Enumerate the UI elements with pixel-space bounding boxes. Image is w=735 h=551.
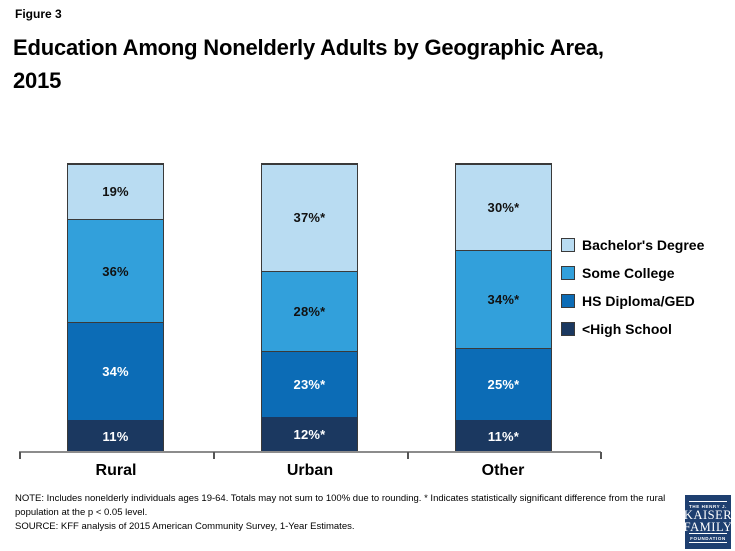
legend-label: <High School: [582, 321, 672, 337]
segment-value-label: 12%*: [293, 427, 326, 443]
segment-value-label: 36%: [102, 263, 129, 279]
legend-swatch-icon: [561, 294, 575, 308]
logo-family-text: FAMILY: [683, 519, 733, 534]
logo-rule: [689, 533, 727, 534]
segment-other-bachelor-s-degree: 30%*: [456, 164, 551, 251]
chart-legend: Bachelor's Degree Some College HS Diploma/…: [561, 237, 704, 337]
segment-rural-hs-diploma-ged: 34%: [68, 322, 163, 421]
segment-urban-bachelor-s-degree: 37%*: [262, 164, 357, 271]
x-axis-line: [19, 451, 601, 453]
segment-value-label: 28%*: [293, 303, 326, 319]
segment-value-label: 25%*: [487, 377, 520, 393]
segment-value-label: 11%*: [487, 428, 520, 444]
legend-swatch-icon: [561, 266, 575, 280]
legend-item-some-college: Some College: [561, 265, 704, 281]
logo-rule: [689, 501, 727, 502]
figure-label: Figure 3: [15, 7, 62, 21]
segment-urban-some-college: 28%*: [262, 270, 357, 352]
footer-notes: NOTE: Includes nonelderly individuals ag…: [15, 492, 681, 534]
segment-value-label: 30%*: [487, 200, 520, 216]
legend-label: HS Diploma/GED: [582, 293, 695, 309]
bar-rural: 11% 34% 36% 19%: [67, 163, 164, 453]
segment-urban-high-school: 12%*: [262, 417, 357, 452]
segment-other-high-school: 11%*: [456, 420, 551, 452]
legend-item-hs-diploma-ged: HS Diploma/GED: [561, 293, 704, 309]
segment-other-hs-diploma-ged: 25%*: [456, 348, 551, 421]
logo-top-text: THE HENRY J.: [689, 503, 727, 509]
x-axis-tick: [19, 452, 21, 459]
segment-value-label: 19%: [102, 184, 129, 200]
chart-title: Education Among Nonelderly Adults by Geo…: [13, 31, 728, 97]
legend-item-bachelor-s-degree: Bachelor's Degree: [561, 237, 704, 253]
legend-item-high-school: <High School: [561, 321, 704, 337]
kff-foundation-logo: THE HENRY J. KAISER FAMILY FOUNDATION: [683, 495, 733, 549]
segment-value-label: 11%: [102, 428, 129, 444]
category-label-urban: Urban: [286, 462, 334, 479]
legend-swatch-icon: [561, 322, 575, 336]
x-axis-tick: [600, 452, 602, 459]
segment-urban-hs-diploma-ged: 23%*: [262, 351, 357, 418]
segment-rural-bachelor-s-degree: 19%: [68, 164, 163, 219]
logo-rule: [689, 542, 727, 543]
segment-value-label: 23%*: [293, 377, 326, 393]
chart-title-line2: 2015: [13, 68, 62, 93]
segment-rural-high-school: 11%: [68, 420, 163, 452]
bar-other: 11%* 25%* 34%* 30%*: [455, 163, 552, 453]
segment-other-some-college: 34%*: [456, 250, 551, 349]
logo-kaiser-text: KAISER: [683, 508, 733, 522]
chart-title-line1: Education Among Nonelderly Adults by Geo…: [13, 35, 604, 60]
segment-value-label: 34%: [102, 364, 129, 380]
bar-urban: 12%* 23%* 28%* 37%*: [261, 163, 358, 453]
legend-label: Bachelor's Degree: [582, 237, 705, 253]
segment-value-label: 34%*: [487, 292, 520, 308]
segment-rural-some-college: 36%: [68, 218, 163, 323]
x-axis-tick: [407, 452, 409, 459]
logo-bottom-text: FOUNDATION: [690, 535, 726, 541]
category-label-other: Other: [481, 462, 525, 479]
source-text: SOURCE: KFF analysis of 2015 American Co…: [15, 521, 355, 532]
note-text: NOTE: Includes nonelderly individuals ag…: [15, 493, 666, 518]
legend-swatch-icon: [561, 238, 575, 252]
legend-label: Some College: [582, 265, 675, 281]
category-label-rural: Rural: [95, 462, 137, 479]
x-axis-tick: [213, 452, 215, 459]
segment-value-label: 37%*: [293, 210, 326, 226]
